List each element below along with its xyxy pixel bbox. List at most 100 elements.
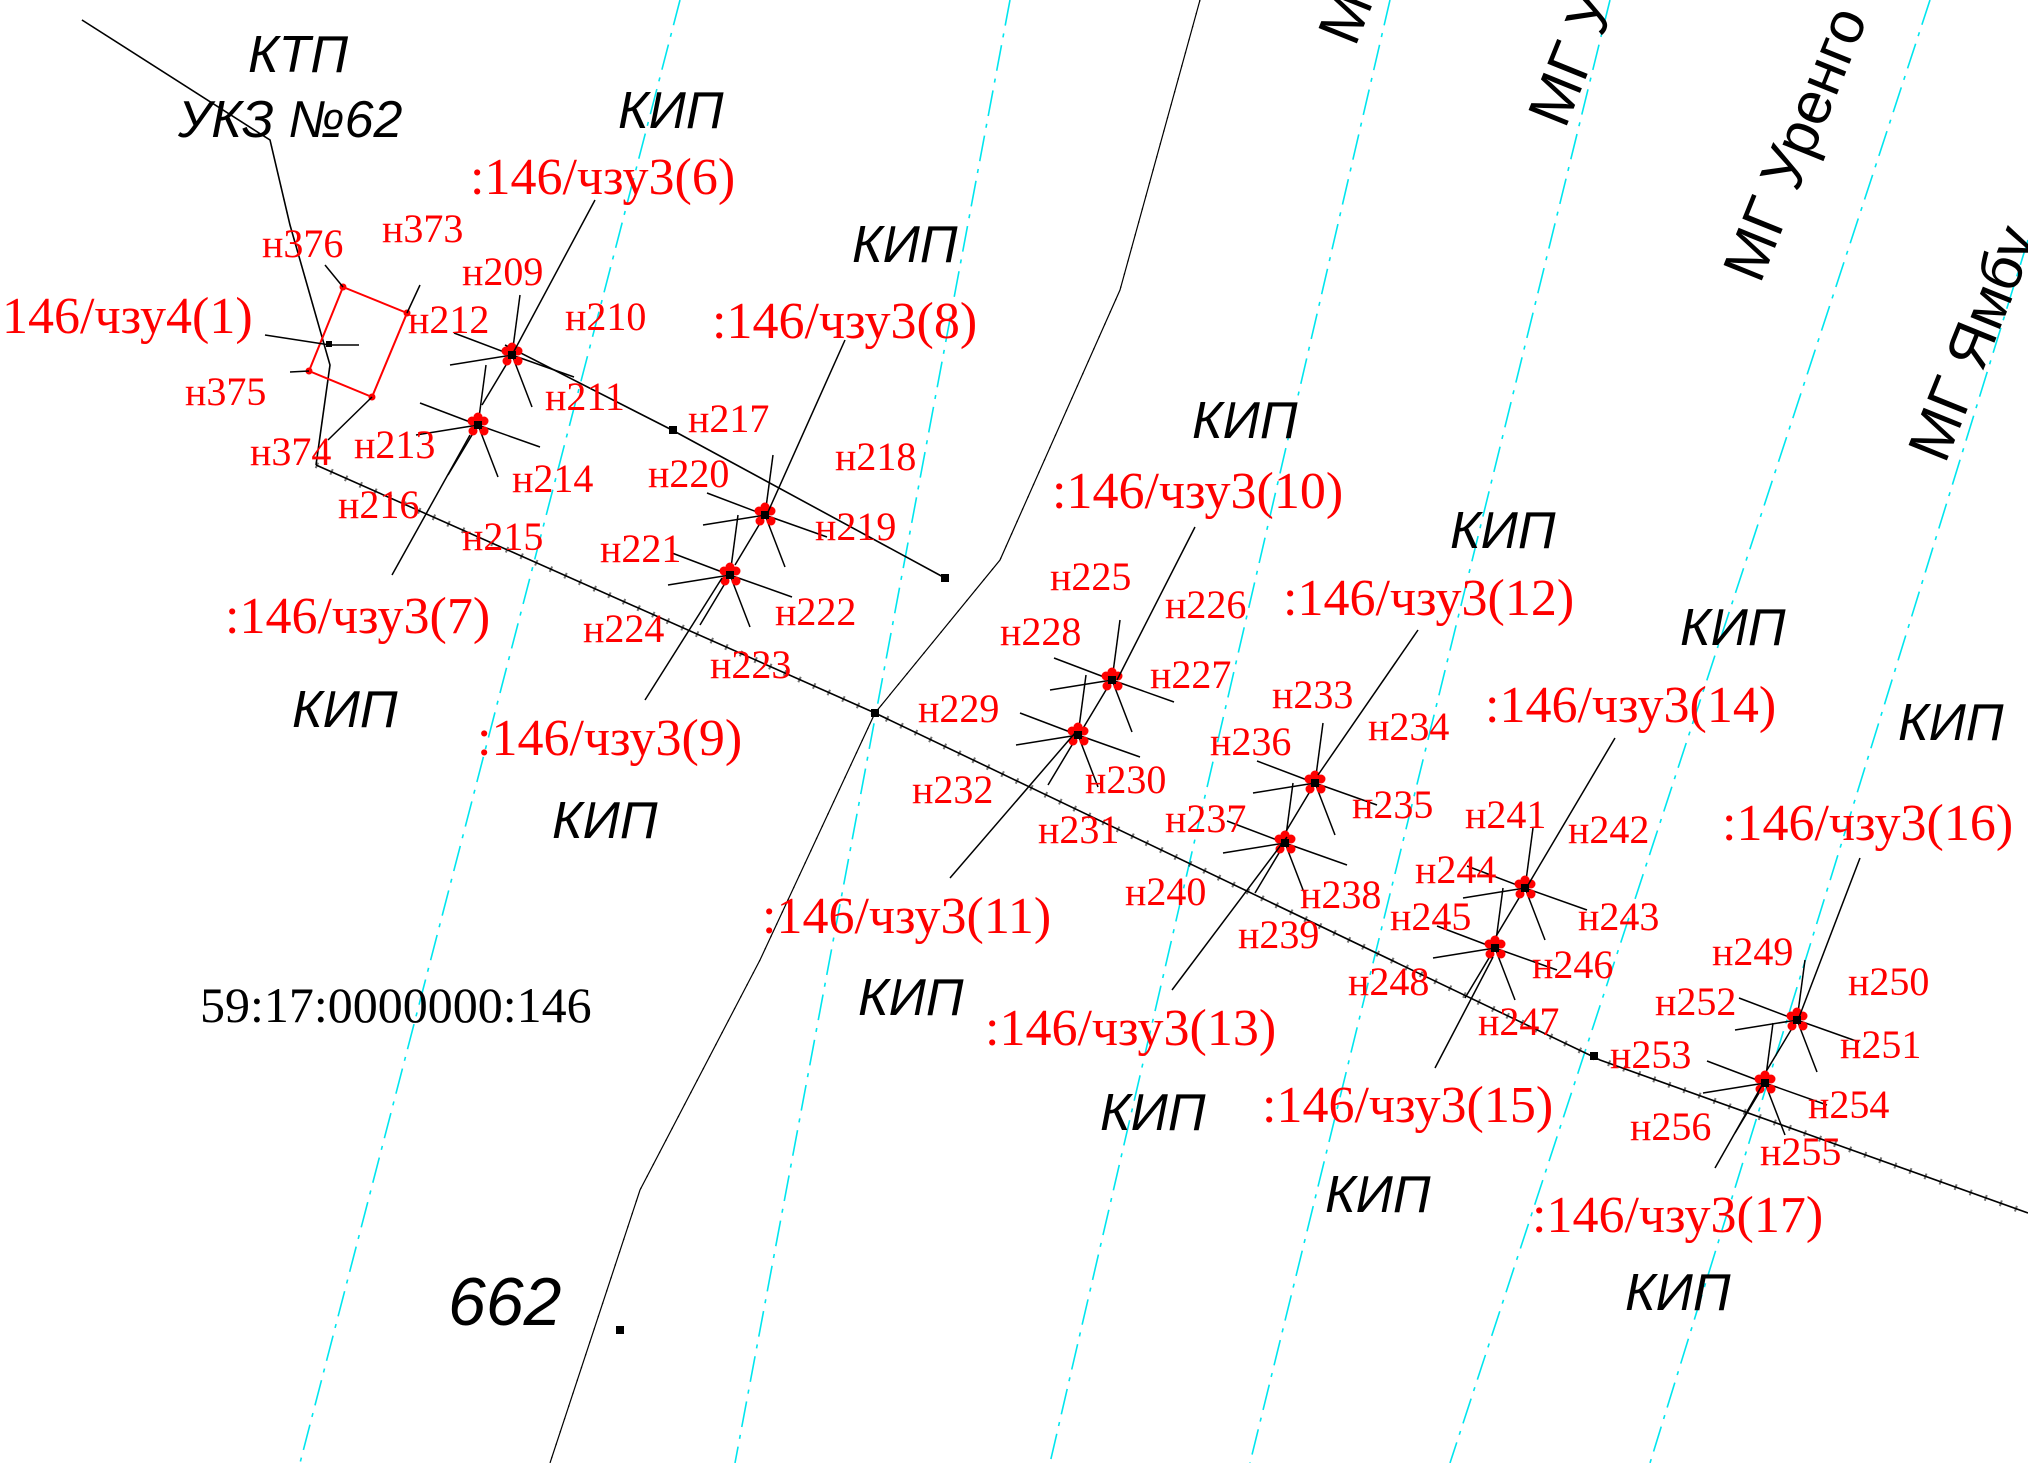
zone-label: :146/чзу3(8)	[712, 293, 977, 350]
kip-point[interactable]	[1222, 782, 1348, 896]
kip-center-mark	[508, 351, 516, 359]
pipeline-axis-line	[1049, 0, 1391, 1463]
cadastral-number-label: 59:17:0000000:146	[200, 977, 592, 1033]
kip-center-mark	[474, 421, 482, 429]
point-label: н243	[1578, 894, 1659, 939]
point-label: н245	[1390, 894, 1471, 939]
leader-line	[1432, 947, 1496, 959]
point-label: н255	[1760, 1129, 1841, 1174]
point-label: н235	[1352, 782, 1433, 827]
point-label: н241	[1465, 792, 1546, 837]
point-label: н228	[1000, 609, 1081, 654]
kip-center-mark	[1521, 884, 1529, 892]
cable-tick-marks	[314, 462, 2028, 1216]
leader-line	[477, 424, 541, 448]
kip-label: КИП	[858, 969, 964, 1027]
leader-line	[1171, 836, 1288, 991]
cable-node	[871, 709, 879, 717]
point-label: н227	[1150, 652, 1231, 697]
point-label: н240	[1125, 869, 1206, 914]
boundary-point	[1107, 667, 1117, 677]
pipeline-label: МГ Ямбу	[1895, 217, 2028, 470]
point-label: н236	[1210, 719, 1291, 764]
point-label: н256	[1630, 1104, 1711, 1149]
leader-line	[1077, 734, 1141, 758]
leader-line	[767, 339, 846, 513]
point-label: н373	[382, 206, 463, 251]
zone-label: 146/чзу4(1)	[2, 288, 253, 345]
pipeline-axis-line	[734, 0, 1011, 1463]
leader-line	[289, 370, 310, 373]
point-label: н223	[710, 642, 791, 687]
zone-leader-lines	[391, 199, 1861, 1169]
leader-line	[764, 514, 828, 538]
leader-line	[1049, 679, 1113, 691]
kip-point[interactable]	[1734, 959, 1860, 1073]
kip-label: КИП	[1625, 1264, 1731, 1322]
kip-point[interactable]	[449, 294, 575, 408]
point-label: н233	[1272, 672, 1353, 717]
kip-point[interactable]	[415, 364, 541, 478]
zone-label: :146/чзу3(11)	[762, 888, 1051, 945]
kip-center-mark	[1793, 1016, 1801, 1024]
kip-label: КИП	[618, 82, 724, 140]
leader-line	[1284, 842, 1348, 866]
point-label: н239	[1238, 912, 1319, 957]
leader-line	[1116, 526, 1196, 681]
point-label: н375	[185, 369, 266, 414]
kip-point[interactable]	[1049, 619, 1175, 733]
leader-line	[1796, 1019, 1860, 1043]
zone-label: :146/чзу3(15)	[1262, 1077, 1553, 1134]
leader-line	[1015, 734, 1079, 746]
leader-line	[511, 199, 596, 356]
cable-nodes	[616, 426, 1598, 1334]
point-label: н217	[688, 396, 769, 441]
pipeline-axis-line	[299, 0, 681, 1463]
leader-line	[1314, 782, 1378, 806]
kip-center-mark	[1108, 676, 1116, 684]
boundary-point	[1760, 1070, 1770, 1080]
kip-label: КИП	[552, 792, 658, 850]
kip-point[interactable]	[1462, 827, 1588, 941]
point-label: н232	[912, 767, 993, 812]
leader-line	[1524, 887, 1588, 911]
kip-center-mark	[1491, 944, 1499, 952]
point-label: н246	[1532, 942, 1613, 987]
point-label: н248	[1348, 959, 1429, 1004]
leader-line	[449, 354, 513, 366]
point-label: н209	[462, 249, 543, 294]
boundary-point	[1073, 722, 1083, 732]
kip-point[interactable]	[667, 514, 793, 628]
kip-label: КИП	[1680, 599, 1786, 657]
zone-label: :146/чзу3(17)	[1532, 1187, 1823, 1244]
cable-node	[941, 574, 949, 582]
kip-point[interactable]	[1252, 722, 1378, 836]
point-label: н254	[1808, 1082, 1889, 1127]
kip-center-mark	[726, 571, 734, 579]
point-label: н219	[815, 504, 896, 549]
point-label: н224	[583, 606, 664, 651]
leader-line	[1434, 956, 1494, 1069]
pipeline-label: МГ У	[1515, 0, 1629, 135]
point-label: н247	[1478, 999, 1559, 1044]
point-label: н374	[250, 429, 331, 474]
leader-line	[1252, 782, 1316, 794]
leader-line	[264, 334, 331, 346]
parcel-number-label: 662	[448, 1264, 561, 1340]
zone-label: :146/чзу3(10)	[1052, 463, 1343, 520]
point-label: н213	[354, 422, 435, 467]
kip-center-mark	[761, 511, 769, 519]
point-label: н221	[600, 526, 681, 571]
ukz-label: УКЗ №62	[177, 91, 402, 149]
zone-label: :146/чзу3(6)	[470, 149, 735, 206]
point-label: н231	[1038, 807, 1119, 852]
point-label: н234	[1368, 704, 1449, 749]
point-label: н226	[1165, 582, 1246, 627]
kip-center-mark	[1281, 839, 1289, 847]
kip-point[interactable]	[1432, 887, 1558, 1001]
ktp-building[interactable]	[264, 264, 421, 441]
point-label: н214	[512, 456, 593, 501]
kip-point[interactable]	[702, 454, 828, 568]
zone-label: :146/чзу3(16)	[1722, 795, 2013, 852]
zone-label: :146/чзу3(14)	[1485, 677, 1776, 734]
